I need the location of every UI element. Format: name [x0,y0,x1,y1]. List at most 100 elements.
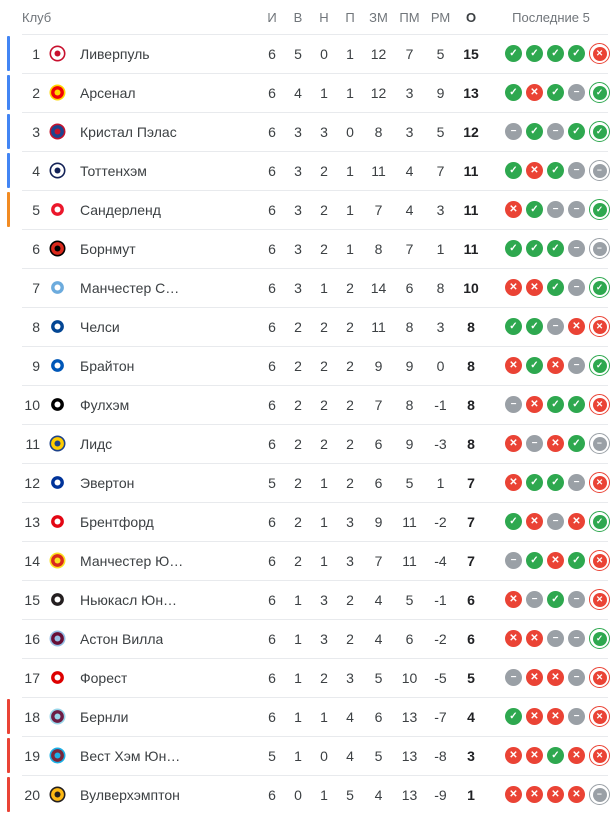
latest-loss-icon: ✕ [589,745,610,766]
stat-wins: 2 [294,552,302,569]
stat-played: 6 [268,786,276,803]
win-icon: ✓ [547,240,564,257]
table-row[interactable]: 8 Челси 6 2 2 2 11 8 3 8 ✓ ✓ − ✕ ✕ [0,307,616,346]
stat-points: 6 [467,591,475,608]
team-cell[interactable]: 20 Вулверхэмптон [0,786,259,803]
table-row[interactable]: 3 Кристал Пэлас 6 3 3 0 8 3 5 12 − ✓ − ✓ ✓ [0,112,616,151]
draw-icon: − [568,474,585,491]
table-row[interactable]: 10 Фулхэм 6 2 2 2 7 8 -1 8 − ✕ ✓ ✓ ✕ [0,385,616,424]
team-cell[interactable]: 11 Лидс [0,435,259,452]
table-row[interactable]: 11 Лидс 6 2 2 2 6 9 -3 8 ✕ − ✕ ✓ − [0,424,616,463]
team-name: Ньюкасл Юн… [80,591,178,608]
header-losses: П [345,9,355,25]
team-name: Эвертон [80,474,135,491]
team-cell[interactable]: 14 Манчестер Ю… [0,552,259,569]
stat-played: 6 [268,45,276,62]
win-icon: ✓ [505,45,522,62]
team-cell[interactable]: 2 Арсенал [0,84,259,101]
win-icon: ✓ [592,358,607,373]
latest-loss-icon: ✕ [589,667,610,688]
stat-losses: 1 [346,240,354,257]
team-cell[interactable]: 10 Фулхэм [0,396,259,413]
team-cell[interactable]: 4 Тоттенхэм [0,162,259,179]
team-cell[interactable]: 9 Брайтон [0,357,259,374]
draw-icon: − [568,240,585,257]
stat-wins: 3 [294,123,302,140]
team-cell[interactable]: 5 Сандерленд [0,201,259,218]
win-icon: ✓ [592,85,607,100]
latest-win-icon: ✓ [589,628,610,649]
table-row[interactable]: 1 Ливерпуль 6 5 0 1 12 7 5 15 ✓ ✓ ✓ ✓ ✕ [0,34,616,73]
draw-icon: − [505,396,522,413]
stat-points: 11 [463,240,479,257]
table-row[interactable]: 5 Сандерленд 6 3 2 1 7 4 3 11 ✕ ✓ − − ✓ [0,190,616,229]
win-icon: ✓ [505,513,522,530]
team-cell[interactable]: 6 Борнмут [0,240,259,257]
draw-icon: − [568,162,585,179]
form-last5: − ✕ ✓ ✓ ✕ [486,394,616,415]
team-cell[interactable]: 1 Ливерпуль [0,45,259,62]
form-last5: − ✓ ✕ ✓ ✕ [486,550,616,571]
team-cell[interactable]: 12 Эвертон [0,474,259,491]
stat-points: 3 [467,747,475,764]
team-logo-icon [49,318,66,335]
stat-goal-diff: -1 [434,396,447,413]
win-icon: ✓ [505,162,522,179]
loss-icon: ✕ [592,46,607,61]
table-row[interactable]: 15 Ньюкасл Юн… 6 1 3 2 4 5 -1 6 ✕ − ✓ − ✕ [0,580,616,619]
team-position: 8 [32,318,40,335]
stat-losses: 2 [346,630,354,647]
latest-win-icon: ✓ [589,355,610,376]
table-row[interactable]: 18 Бернли 6 1 1 4 6 13 -7 4 ✓ ✕ ✕ − ✕ [0,697,616,736]
team-cell[interactable]: 16 Астон Вилла [0,630,259,647]
table-row[interactable]: 20 Вулверхэмптон 6 0 1 5 4 13 -9 1 ✕ ✕ ✕ ✕ − [0,775,616,814]
stat-goal-diff: 1 [436,474,445,491]
team-cell[interactable]: 18 Бернли [0,708,259,725]
stat-points: 13 [463,84,479,101]
team-cell[interactable]: 17 Форест [0,669,259,686]
stat-played: 6 [268,396,276,413]
form-last5: ✓ ✓ ✓ − − [486,238,616,259]
win-icon: ✓ [547,396,564,413]
team-cell[interactable]: 19 Вест Хэм Юн… [0,747,259,764]
stat-played: 6 [268,318,276,335]
win-icon: ✓ [547,279,564,296]
loss-icon: ✕ [526,786,543,803]
stat-draws: 2 [320,396,328,413]
table-row[interactable]: 17 Форест 6 1 2 3 5 10 -5 5 − ✕ ✕ − ✕ [0,658,616,697]
team-cell[interactable]: 7 Манчестер С… [0,279,259,296]
stat-wins: 2 [294,513,302,530]
loss-icon: ✕ [592,553,607,568]
stat-goals-for: 6 [374,474,383,491]
table-row[interactable]: 16 Астон Вилла 6 1 3 2 4 6 -2 6 ✕ ✕ − − ✓ [0,619,616,658]
table-row[interactable]: 7 Манчестер С… 6 3 1 2 14 6 8 10 ✕ ✕ ✓ − ✓ [0,268,616,307]
stat-draws: 3 [320,630,328,647]
win-icon: ✓ [547,45,564,62]
table-row[interactable]: 2 Арсенал 6 4 1 1 12 3 9 13 ✓ ✕ ✓ − ✓ [0,73,616,112]
win-icon: ✓ [592,631,607,646]
latest-draw-icon: − [589,238,610,259]
loss-icon: ✕ [526,513,543,530]
form-last5: ✕ ✓ − − ✓ [486,199,616,220]
stat-goals-against: 11 [402,552,417,569]
team-cell[interactable]: 13 Брентфорд [0,513,259,530]
team-logo-icon [49,513,66,530]
table-row[interactable]: 12 Эвертон 5 2 1 2 6 5 1 7 ✕ ✓ ✓ − ✕ [0,463,616,502]
table-row[interactable]: 4 Тоттенхэм 6 3 2 1 11 4 7 11 ✓ ✕ ✓ − − [0,151,616,190]
stat-wins: 2 [294,435,302,452]
team-cell[interactable]: 8 Челси [0,318,259,335]
win-icon: ✓ [547,474,564,491]
loss-icon: ✕ [526,396,543,413]
table-row[interactable]: 14 Манчестер Ю… 6 2 1 3 7 11 -4 7 − ✓ ✕ ✓ ✕ [0,541,616,580]
table-row[interactable]: 19 Вест Хэм Юн… 5 1 0 4 5 13 -8 3 ✕ ✕ ✓ ✕ ✕ [0,736,616,775]
latest-win-icon: ✓ [589,199,610,220]
stat-goal-diff: -3 [434,435,447,452]
team-cell[interactable]: 15 Ньюкасл Юн… [0,591,259,608]
team-cell[interactable]: 3 Кристал Пэлас [0,123,259,140]
table-row[interactable]: 9 Брайтон 6 2 2 2 9 9 0 8 ✕ ✓ ✕ − ✓ [0,346,616,385]
stat-goal-diff: -2 [434,513,447,530]
table-row[interactable]: 13 Брентфорд 6 2 1 3 9 11 -2 7 ✓ ✕ − ✕ ✓ [0,502,616,541]
stat-played: 6 [268,630,276,647]
table-row[interactable]: 6 Борнмут 6 3 2 1 8 7 1 11 ✓ ✓ ✓ − − [0,229,616,268]
stat-goal-diff: 7 [436,162,445,179]
